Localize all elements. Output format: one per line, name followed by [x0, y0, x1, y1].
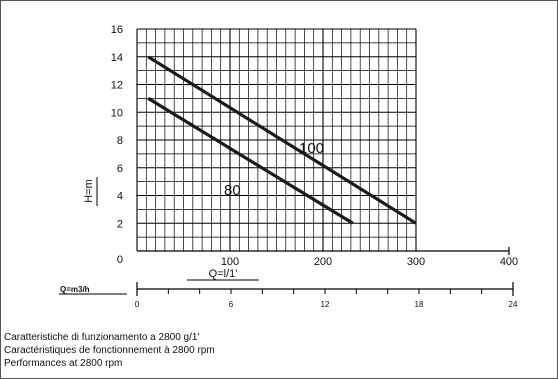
x-tick-label: 300 — [407, 256, 425, 268]
y-tick-label-zero: 0 — [117, 254, 123, 266]
caption-italian: Caratteristiche di funzionamento a 2800 … — [4, 332, 200, 343]
secondary-tick-label: 0 — [135, 300, 140, 309]
secondary-axis-label: Q=m3/h — [60, 285, 90, 294]
y-tick-label: 8 — [117, 135, 123, 147]
y-tick-label: 6 — [117, 163, 123, 175]
caption-english: Performances at 2800 rpm — [4, 358, 123, 369]
x-axis-label: Q=l/1' — [209, 268, 238, 280]
secondary-tick-label: 24 — [509, 300, 518, 309]
y-tick-label: 14 — [111, 52, 123, 64]
curve-label-100: 100 — [299, 140, 324, 157]
y-tick-label: 4 — [117, 191, 123, 203]
caption-block: Caratteristiche di funzionamento a 2800 … — [4, 331, 215, 370]
x-tick-label: 400 — [500, 256, 518, 268]
y-tick-label: 10 — [111, 107, 123, 119]
y-tick-label: 12 — [111, 80, 123, 92]
y-axis-label: H=m — [83, 179, 95, 203]
curve-80 — [147, 97, 354, 225]
secondary-tick-label: 18 — [415, 300, 424, 309]
y-tick-label: 16 — [111, 24, 123, 36]
caption-french: Caractéristiques de fonctionnement à 280… — [4, 345, 215, 356]
y-tick-label: 2 — [117, 218, 123, 230]
secondary-tick-label: 12 — [321, 300, 330, 309]
curve-label-80: 80 — [224, 182, 241, 199]
x-tick-label: 200 — [314, 256, 332, 268]
curve-100 — [147, 55, 417, 225]
x-tick-label: 100 — [221, 256, 239, 268]
secondary-tick-label: 6 — [229, 300, 234, 309]
